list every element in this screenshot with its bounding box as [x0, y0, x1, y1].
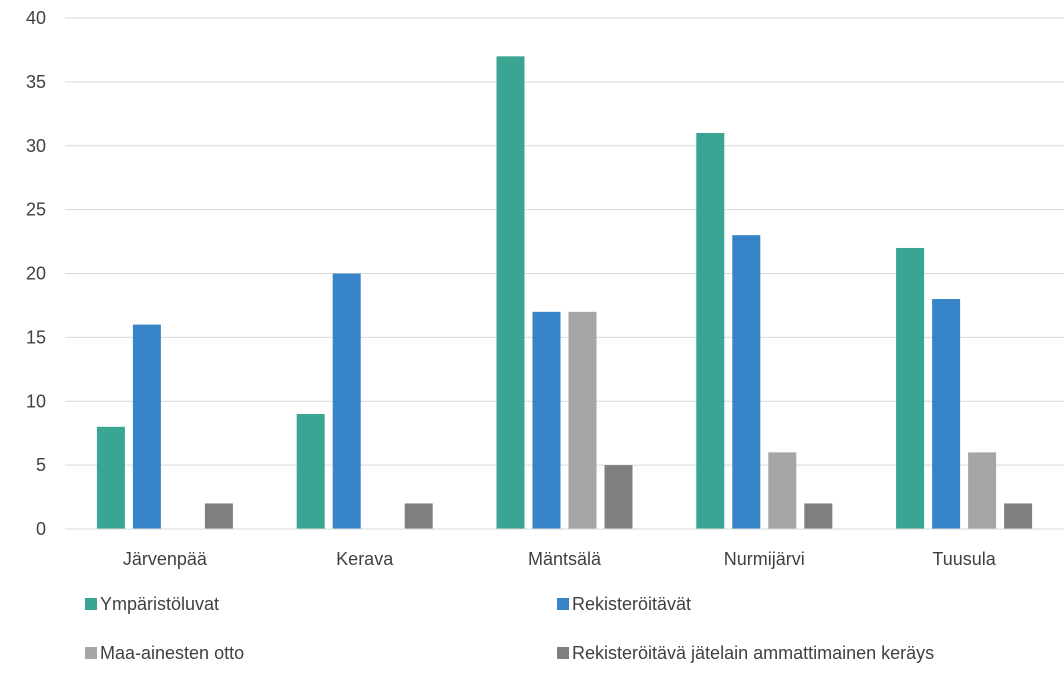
bar-nurmijärvi-series-2 — [732, 235, 761, 530]
bar-mäntsälä-series-4 — [604, 465, 633, 529]
bars — [96, 56, 1033, 530]
y-tick-label: 5 — [36, 455, 46, 475]
y-tick-label: 40 — [26, 8, 46, 28]
bar-tuusula-series-2 — [932, 299, 961, 529]
legend-label: Rekisteröitävä jätelain ammattimainen ke… — [572, 643, 934, 663]
y-tick-label: 20 — [26, 264, 46, 284]
bar-nurmijärvi-series-1 — [696, 132, 725, 529]
y-tick-label: 15 — [26, 327, 46, 347]
legend-swatch — [557, 647, 569, 659]
bar-mäntsälä-series-3 — [568, 311, 597, 529]
y-tick-label: 30 — [26, 136, 46, 156]
bar-järvenpää-series-2 — [132, 324, 161, 529]
x-tick-label: Kerava — [336, 549, 394, 569]
bar-nurmijärvi-series-3 — [768, 452, 797, 529]
legend-label: Ympäristöluvat — [100, 594, 219, 614]
legend-swatch — [85, 598, 97, 610]
x-tick-label: Järvenpää — [123, 549, 208, 569]
bar-tuusula-series-4 — [1004, 503, 1033, 529]
legend-swatch — [557, 598, 569, 610]
x-tick-label: Tuusula — [932, 549, 996, 569]
y-tick-label: 35 — [26, 72, 46, 92]
legend-item: Maa-ainesten otto — [85, 643, 244, 663]
bar-tuusula-series-1 — [896, 247, 925, 529]
y-tick-label: 25 — [26, 200, 46, 220]
x-tick-label: Mäntsälä — [528, 549, 602, 569]
legend-item: Rekisteröitävät — [557, 594, 691, 614]
y-axis-tick-labels: 0 5 10 15 20 25 30 35 40 — [26, 8, 46, 539]
legend-item: Rekisteröitävä jätelain ammattimainen ke… — [557, 643, 934, 663]
bar-kerava-series-1 — [296, 414, 325, 529]
bar-kerava-series-2 — [332, 273, 361, 529]
gridlines — [65, 17, 1064, 466]
bar-nurmijärvi-series-4 — [804, 503, 833, 529]
bar-tuusula-series-3 — [968, 452, 997, 529]
legend-swatch — [85, 647, 97, 659]
bar-mäntsälä-series-1 — [496, 56, 525, 529]
legend: Ympäristöluvat Rekisteröitävät Maa-aineste… — [85, 594, 934, 663]
legend-label: Rekisteröitävät — [572, 594, 691, 614]
legend-item: Ympäristöluvat — [85, 594, 219, 614]
x-axis-tick-labels: Järvenpää Kerava Mäntsälä Nurmijärvi Tuusula — [123, 549, 997, 569]
bar-järvenpää-series-1 — [96, 426, 125, 529]
x-tick-label: Nurmijärvi — [724, 549, 805, 569]
bar-järvenpää-series-4 — [204, 503, 233, 529]
y-tick-label: 10 — [26, 391, 46, 411]
y-tick-label: 0 — [36, 519, 46, 539]
bar-mäntsälä-series-2 — [532, 311, 561, 529]
bar-kerava-series-4 — [404, 503, 433, 529]
legend-label: Maa-ainesten otto — [100, 643, 244, 663]
